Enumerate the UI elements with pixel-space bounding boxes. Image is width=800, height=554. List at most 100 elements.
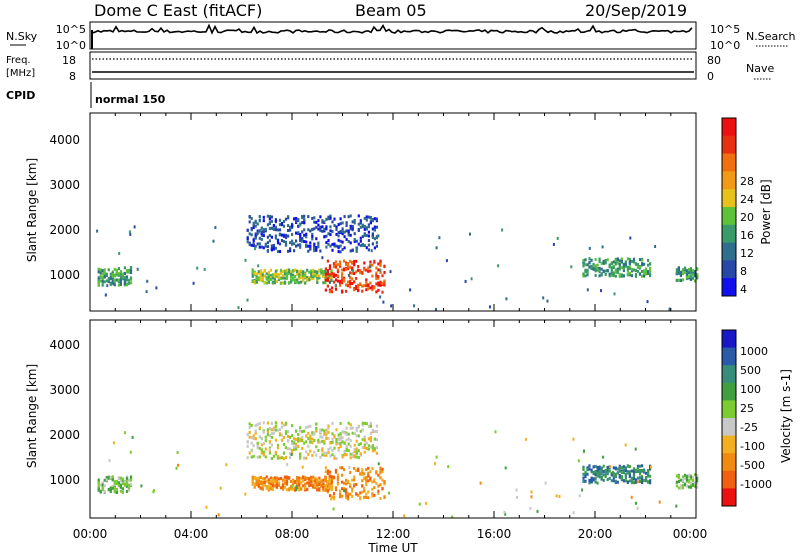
- heatmap-cell: [97, 488, 100, 492]
- heatmap-cell: [310, 274, 313, 278]
- heatmap-cell: [371, 219, 374, 223]
- heatmap-cell: [260, 437, 263, 441]
- heatmap-cell: [326, 278, 329, 282]
- heatmap-cell: [556, 236, 559, 240]
- heatmap-cell: [494, 430, 497, 434]
- heatmap-cell: [308, 484, 311, 488]
- heatmap-cell: [293, 242, 296, 246]
- heatmap-cell: [293, 437, 296, 441]
- heatmap-cell: [324, 272, 327, 276]
- heatmap-cell: [345, 262, 348, 266]
- heatmap-cell: [261, 273, 264, 277]
- heatmap-cell: [435, 246, 438, 250]
- heatmap-cell: [630, 469, 634, 473]
- heatmap-cell: [109, 476, 112, 479]
- heatmap-cell: [256, 222, 259, 226]
- heatmap-cell: [524, 437, 527, 441]
- heatmap-cell: [692, 276, 695, 280]
- heatmap-cell: [270, 244, 273, 248]
- heatmap-cell: [307, 444, 310, 448]
- power-panel-frame: [89, 112, 697, 312]
- heatmap-cell: [683, 473, 687, 477]
- heatmap-cell: [339, 466, 342, 470]
- heatmap-cell: [282, 451, 286, 455]
- heatmap-cell: [353, 239, 356, 243]
- heatmap-cell: [329, 216, 332, 220]
- heatmap-cell: [620, 273, 623, 277]
- heatmap-cell: [309, 440, 312, 444]
- heatmap-cell: [369, 431, 372, 435]
- heatmap-cell: [628, 265, 631, 269]
- heatmap-cell: [295, 216, 298, 220]
- power-cbar-tick: 12: [740, 247, 754, 260]
- heatmap-cell: [369, 269, 372, 273]
- heatmap-cell: [323, 439, 326, 443]
- velocity-cbar-tick: 500: [740, 364, 761, 377]
- heatmap-cell: [353, 221, 356, 225]
- heatmap-cell: [377, 491, 380, 495]
- heatmap-cell: [341, 487, 344, 491]
- heatmap-cell: [361, 446, 364, 449]
- heatmap-cell: [357, 425, 360, 429]
- heatmap-cell: [262, 246, 265, 250]
- heatmap-cell: [329, 454, 332, 458]
- heatmap-cell: [341, 473, 344, 477]
- heatmap-cell: [125, 476, 129, 480]
- heatmap-cell: [266, 421, 269, 425]
- heatmap-cell: [258, 455, 261, 459]
- heatmap-cell: [322, 270, 325, 274]
- heatmap-cell: [365, 226, 368, 230]
- heatmap-cell: [115, 268, 118, 272]
- heatmap-cell: [115, 491, 118, 494]
- heatmap-cell: [379, 283, 382, 287]
- heatmap-cell: [349, 271, 352, 275]
- heatmap-cell: [316, 270, 319, 274]
- heatmap-cell: [101, 283, 104, 287]
- heatmap-cell: [694, 274, 697, 278]
- heatmap-cell: [614, 258, 617, 262]
- heatmap-cell: [263, 274, 266, 278]
- heatmap-cell: [307, 244, 310, 248]
- heatmap-cell: [274, 246, 277, 250]
- heatmap-cell: [647, 271, 650, 275]
- heatmap-cell: [345, 289, 348, 293]
- heatmap-cell: [369, 424, 372, 428]
- heatmap-cell: [353, 238, 356, 241]
- heatmap-cell: [610, 479, 613, 483]
- heatmap-cell: [266, 249, 269, 253]
- heatmap-cell: [367, 424, 370, 428]
- heatmap-cell: [379, 264, 382, 268]
- heatmap-cell: [192, 281, 195, 285]
- heatmap-cell: [375, 241, 378, 245]
- heatmap-cell: [351, 282, 354, 285]
- heatmap-cell: [359, 270, 362, 274]
- heatmap-cell: [604, 472, 607, 476]
- heatmap-cell: [367, 234, 370, 238]
- heatmap-cell: [289, 225, 292, 229]
- heatmap-cell: [311, 431, 314, 435]
- heatmap-cell: [319, 440, 322, 444]
- heatmap-cell: [620, 466, 623, 470]
- x-tick-label: 16:00: [477, 527, 512, 541]
- heatmap-cell: [694, 279, 697, 283]
- heatmap-cell: [115, 278, 118, 282]
- heatmap-cell: [255, 479, 258, 483]
- heatmap-cell: [262, 421, 265, 425]
- heatmap-cell: [679, 271, 682, 274]
- heatmap-cell: [334, 278, 338, 282]
- heatmap-cell: [299, 452, 302, 456]
- heatmap-cell: [643, 262, 646, 266]
- heatmap-cell: [127, 486, 131, 490]
- heatmap-cell: [296, 476, 299, 479]
- heatmap-cell: [113, 441, 116, 445]
- heatmap-cell: [258, 435, 261, 439]
- heatmap-cell: [325, 227, 328, 231]
- heatmap-cell: [681, 272, 685, 276]
- heatmap-cell: [331, 242, 334, 246]
- heatmap-cell: [339, 421, 342, 425]
- heatmap-cell: [618, 473, 621, 477]
- heatmap-cell: [315, 248, 318, 252]
- heatmap-cell: [103, 478, 106, 482]
- heatmap-cell: [341, 430, 344, 434]
- heatmap-cell: [302, 270, 305, 274]
